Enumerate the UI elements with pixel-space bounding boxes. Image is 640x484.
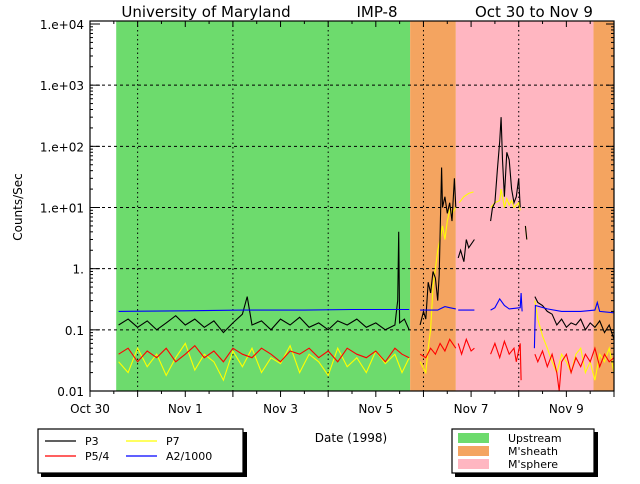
legend-label: A2/1000 <box>166 450 212 463</box>
series-line-a21000 <box>490 292 523 312</box>
y-tick-label: 1.e+02 <box>40 140 84 154</box>
y-axis-label: Counts/Sec <box>11 173 25 241</box>
x-tick-label: Nov 9 <box>549 402 584 416</box>
y-tick-label: 1.e+04 <box>40 18 84 32</box>
series-lines <box>118 117 615 392</box>
x-tick-label: Nov 1 <box>168 402 203 416</box>
legend-swatch-msphere <box>458 459 489 469</box>
series-line-p7 <box>419 207 457 375</box>
legend-label: P5/4 <box>85 450 109 463</box>
legend-swatch-upstream <box>458 433 489 443</box>
x-axis-label: Date (1998) <box>315 431 387 445</box>
y-tick-label: 1.e+01 <box>40 202 84 216</box>
series-line-p3 <box>490 117 521 222</box>
series-line-p7 <box>118 342 410 382</box>
series-line-p3 <box>419 167 457 326</box>
legend-label: M'sphere <box>508 458 558 471</box>
region-msheath <box>593 21 614 391</box>
series-line-a21000 <box>118 308 410 312</box>
series-line-p3 <box>457 239 475 262</box>
series-line-p54 <box>419 338 457 359</box>
series-legend: P3 P5/4 P7 A2/1000 <box>37 428 247 477</box>
series-line-p3 <box>118 231 410 334</box>
y-tick-label: 0.1 <box>65 324 84 338</box>
series-line-p7 <box>458 191 474 204</box>
legend-label: M'sheath <box>508 445 558 458</box>
gridlines <box>90 21 614 391</box>
series-line-p7 <box>490 189 521 211</box>
y-tick-label: 1. <box>73 263 84 277</box>
x-tick-label: Nov 7 <box>454 402 489 416</box>
series-line-p54 <box>457 337 475 357</box>
series-line-a21000 <box>420 306 456 311</box>
region-msphere <box>455 21 594 391</box>
title-right: Oct 30 to Nov 9 <box>475 3 593 21</box>
legend-label: P7 <box>166 435 180 448</box>
legend-label: P3 <box>85 435 99 448</box>
axes: Oct 30 Nov 1 Nov 3 Nov 5 Nov 7 Nov 9 1.e+04 1.e… <box>40 18 615 416</box>
y-tick-label: 0.01 <box>57 385 84 399</box>
series-line-p54 <box>118 344 410 363</box>
x-tick-label: Nov 5 <box>358 402 393 416</box>
series-line-p54 <box>534 346 615 392</box>
series-line-a21000 <box>533 300 615 349</box>
region-upstream <box>116 21 411 391</box>
x-tick-label: Nov 3 <box>263 402 298 416</box>
y-tick-label: 1.e+03 <box>40 79 84 93</box>
series-line-p3 <box>534 296 615 340</box>
x-tick-label: Oct 30 <box>70 402 110 416</box>
series-line-p3 <box>524 225 528 240</box>
series-line-p54 <box>490 339 522 381</box>
background-regions <box>116 21 614 391</box>
title-mid: IMP-8 <box>356 3 397 21</box>
title-left: University of Maryland <box>121 3 290 21</box>
legend-label: Upstream <box>508 432 562 445</box>
legend-swatch-msheath <box>458 446 489 456</box>
